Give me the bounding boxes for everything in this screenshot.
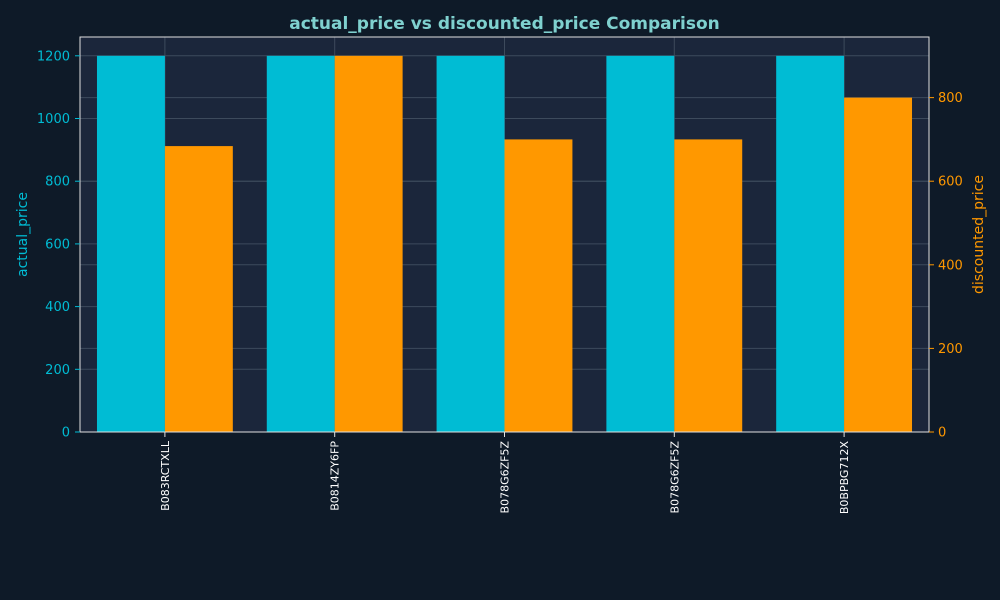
- left-axis-tick-label: 1200: [37, 49, 70, 64]
- right-axis-tick-label: 400: [938, 258, 963, 273]
- bar-discounted-price: [674, 139, 743, 432]
- bar-discounted-price: [504, 139, 573, 432]
- bars: [96, 55, 913, 433]
- left-axis-tick-label: 200: [45, 363, 70, 378]
- bar-actual-price: [776, 55, 845, 433]
- chart-title: actual_price vs discounted_price Compari…: [289, 14, 720, 34]
- y-axis-label-left: actual_price: [15, 192, 31, 277]
- left-axis-tick-label: 800: [45, 175, 70, 190]
- right-axis-tick-label: 200: [938, 342, 963, 357]
- left-axis-tick-label: 1000: [37, 112, 70, 127]
- right-axis-tick-label: 800: [938, 91, 963, 106]
- x-axis-category-label: B078G6ZF5Z: [499, 441, 512, 514]
- right-axis: 0 200 400 600 800: [929, 91, 963, 441]
- x-axis-category-label: B0814ZY6FP: [329, 441, 342, 511]
- bar-actual-price: [96, 55, 165, 433]
- bar-actual-price: [266, 55, 335, 433]
- bar-discounted-price: [844, 97, 913, 433]
- bar-actual-price: [606, 55, 675, 433]
- bar-actual-price: [436, 55, 505, 433]
- bar-discounted-price: [334, 55, 403, 433]
- right-axis-tick-label: 600: [938, 175, 963, 190]
- left-axis: 0 200 400 600 800 1000 1200: [37, 49, 80, 441]
- left-axis-tick-label: 0: [62, 426, 70, 441]
- x-axis: B083RCTXLL B0814ZY6FP B078G6ZF5Z B078G6ZF5Z…: [159, 432, 851, 514]
- right-axis-tick-label: 0: [938, 426, 946, 441]
- x-axis-category-label: B083RCTXLL: [159, 440, 172, 511]
- left-axis-tick-label: 600: [45, 237, 70, 252]
- x-axis-category-label: B0BPBG712X: [838, 441, 851, 515]
- bar-discounted-price: [164, 146, 233, 432]
- left-axis-tick-label: 400: [45, 300, 70, 315]
- x-axis-category-label: B078G6ZF5Z: [668, 441, 681, 514]
- y-axis-label-right: discounted_price: [971, 175, 987, 294]
